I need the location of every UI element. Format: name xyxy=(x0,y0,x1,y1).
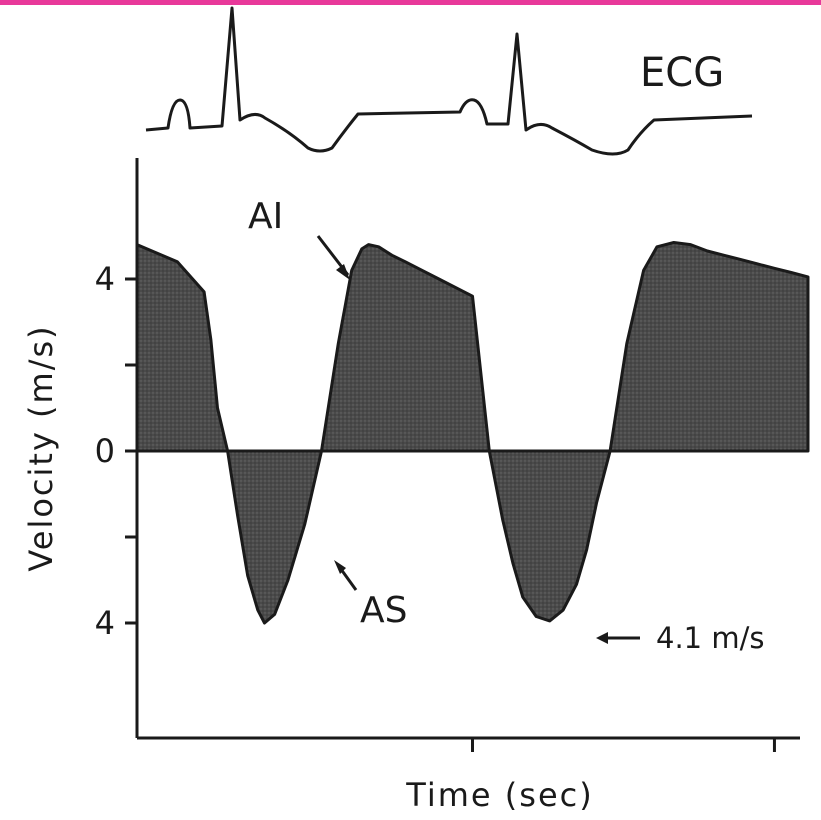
ai-label: AI xyxy=(248,196,283,237)
x-ticks xyxy=(471,738,776,752)
y-axis-title: Velocity (m/s) xyxy=(22,324,60,571)
y-tick-label: 4 xyxy=(95,604,115,642)
velocity-area xyxy=(135,241,810,625)
as-label: AS xyxy=(360,590,407,631)
peak-arrowhead xyxy=(596,632,608,644)
ecg-label: ECG xyxy=(640,50,724,96)
velocity-series-area xyxy=(135,241,810,625)
y-tick-label: 4 xyxy=(95,260,115,298)
as-arrowhead xyxy=(334,560,346,574)
y-ticks: 4 0 4 xyxy=(95,260,137,642)
y-tick-label: 0 xyxy=(95,432,115,470)
ai-arrowhead xyxy=(336,264,350,280)
peak-value-label: 4.1 m/s xyxy=(656,621,764,655)
x-axis-title: Time (sec) xyxy=(405,776,593,814)
ecg-trace xyxy=(145,6,753,156)
top-border xyxy=(0,0,821,5)
